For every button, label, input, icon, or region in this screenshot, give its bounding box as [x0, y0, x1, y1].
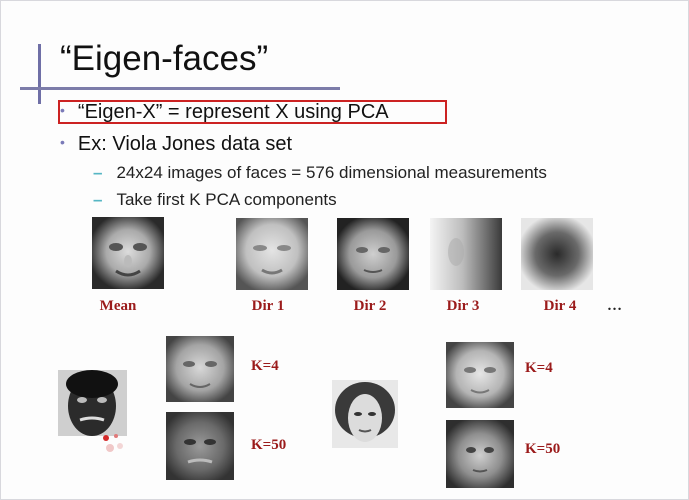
mean-face-image [92, 217, 164, 289]
label-left-k4: K=4 [251, 358, 279, 374]
bullet-2: • Ex: Viola Jones data set [60, 133, 292, 156]
label-right-k50: K=50 [525, 441, 561, 457]
bullet-dot-icon: • [60, 102, 65, 118]
original-face-woman-image [332, 380, 398, 448]
caption-mean: Mean [99, 298, 137, 314]
caption-dir3: Dir 3 [446, 298, 480, 314]
caption-dir2: Dir 2 [353, 298, 387, 314]
caption-dir1: Dir 1 [251, 298, 285, 314]
sub-bullet-2-text: Take first K PCA components [116, 190, 337, 209]
title-horizontal-rule [20, 87, 340, 90]
sub-bullet-1-text: 24x24 images of faces = 576 dimensional … [116, 163, 547, 182]
label-left-k50: K=50 [251, 437, 287, 453]
ellipsis: … [607, 298, 622, 314]
dir3-face-image [430, 218, 502, 290]
label-right-k4: K=4 [525, 360, 553, 376]
bullet-1-text: “Eigen-X” = represent X using PCA [77, 101, 389, 123]
bullet-2-text: Ex: Viola Jones data set [77, 133, 293, 155]
artifact-mark [98, 430, 128, 458]
bullet-1: • “Eigen-X” = represent X using PCA [60, 101, 389, 124]
dash-icon: – [93, 190, 103, 209]
dir1-face-image [236, 218, 308, 290]
recon-left-k50-image [166, 412, 234, 480]
caption-dir4: Dir 4 [543, 298, 577, 314]
dir2-face-image [337, 218, 409, 290]
original-face-man-image [58, 370, 127, 436]
dash-icon: – [93, 163, 103, 182]
slide-title: “Eigen-faces” [60, 39, 269, 78]
bullet-dot-icon: • [60, 134, 65, 150]
sub-bullet-1: –24x24 images of faces = 576 dimensional… [93, 163, 547, 183]
title-vertical-rule [38, 44, 41, 104]
recon-right-k4-image [446, 342, 514, 408]
dir4-face-image [521, 218, 593, 290]
recon-right-k50-image [446, 420, 514, 488]
recon-left-k4-image [166, 336, 234, 402]
highlight-box [58, 100, 447, 124]
sub-bullet-2: – Take first K PCA components [93, 190, 337, 210]
